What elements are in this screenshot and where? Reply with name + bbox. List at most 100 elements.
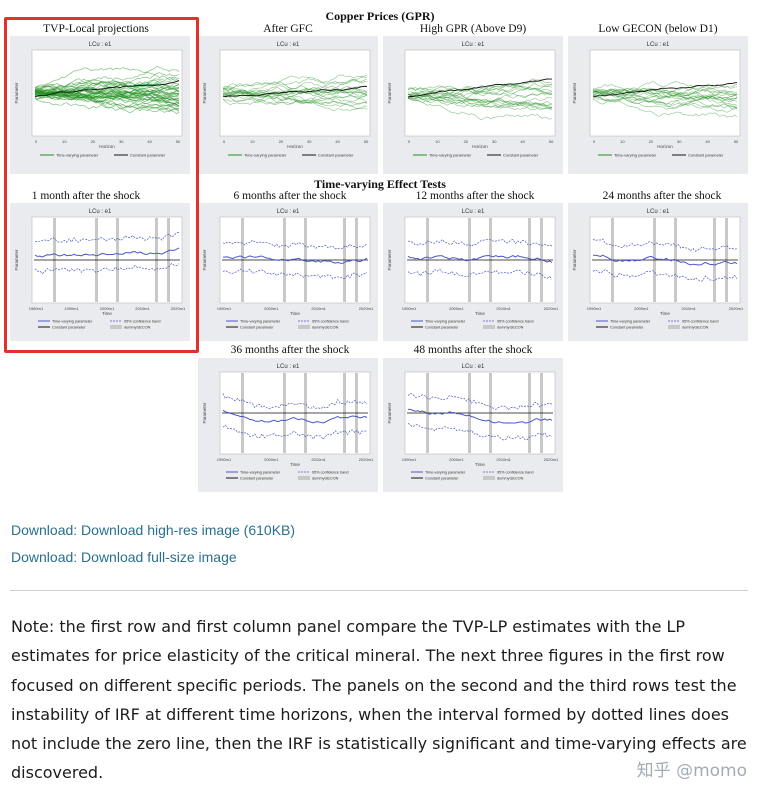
- tvp-series-line: [222, 94, 368, 112]
- tvp-series-line: [592, 93, 738, 118]
- tvp-series-line: [407, 90, 553, 108]
- inner-title: LCu : e1: [647, 209, 670, 215]
- legend-entry: Time-varying parameter: [425, 471, 466, 475]
- plot-area: [404, 49, 556, 137]
- x-axis-label: Time: [660, 311, 670, 316]
- download-fullsize-link[interactable]: Download: Download full-size image: [11, 549, 237, 565]
- lower-confidence-band: [407, 422, 553, 441]
- tvp-series-line: [34, 83, 180, 96]
- x-tick-label: 1990m1: [402, 306, 417, 311]
- x-tick-label: 2020m1: [544, 457, 559, 462]
- tvp-series-line: [407, 87, 553, 98]
- tvp-line: [222, 409, 368, 424]
- figure: Copper Prices (GPR) TVP-Local projection…: [4, 9, 748, 492]
- legend-entry: dummyGECON: [124, 326, 151, 330]
- tvp-series-line: [34, 83, 180, 97]
- tvp-series-line: [34, 80, 180, 90]
- panel-tvp-lp: LCu : e1 Parameter 0 10 20 30 40 50 Horizon Time-…: [10, 36, 190, 174]
- tvp-series-line: [592, 87, 738, 97]
- panel-12-months: LCu : e1 Parameter 1990m1 2000m1 2010m1 2020m…: [383, 203, 563, 341]
- legend-entry: Constant parameter: [240, 326, 274, 330]
- legend-entry: dummyGECON: [497, 477, 524, 481]
- inner-title: LCu : e1: [277, 209, 300, 215]
- tvp-series-line: [34, 91, 180, 105]
- constant-parameter-line: [222, 85, 368, 97]
- tvp-series-line: [592, 96, 738, 113]
- x-tick-label: 20: [649, 139, 654, 144]
- panel-low-gecon: LCu : e1 Parameter 0 10 20 30 40 50 Horizon Time-…: [568, 36, 748, 174]
- tvp-line: [407, 254, 553, 263]
- x-tick-label: 2010m1: [311, 457, 326, 462]
- x-tick-label: 2010m1: [496, 306, 511, 311]
- x-axis-label: Horizon: [472, 144, 488, 149]
- x-tick-label: 2020m1: [171, 306, 186, 311]
- tvp-series-line: [592, 90, 738, 109]
- tvp-series-line: [592, 89, 738, 101]
- legend-entry: dummyGECON: [312, 477, 339, 481]
- tvp-series-line: [34, 89, 180, 98]
- legend-entry: Constant parameter: [425, 326, 459, 330]
- x-tick-label: 1990m1: [217, 306, 232, 311]
- tvp-series-line: [34, 89, 180, 107]
- panel-title-after-gfc: After GFC: [263, 23, 313, 35]
- tvp-series-line: [592, 90, 738, 110]
- legend-entry: 95% confidence band: [124, 320, 161, 324]
- figure-note: Note: the first row and first column pan…: [11, 617, 747, 783]
- tvp-line: [592, 254, 738, 266]
- tvp-series-line: [407, 80, 553, 92]
- tvp-series-line: [407, 93, 553, 110]
- panel-title-48-months: 48 months after the shock: [413, 344, 533, 356]
- x-tick-label: 2010m1: [681, 306, 696, 311]
- legend-entry: Time-varying parameter: [52, 320, 93, 324]
- tvp-series-line: [592, 89, 738, 110]
- upper-confidence-band: [407, 393, 553, 411]
- tvp-series-line: [34, 85, 180, 96]
- y-axis-label: Parameter: [202, 249, 207, 271]
- x-tick-label: 20: [464, 139, 469, 144]
- constant-parameter-line: [34, 80, 180, 97]
- legend-entry: Constant parameter: [688, 153, 724, 158]
- x-tick-label: 2000m1: [449, 457, 464, 462]
- legend-entry: Time-varying parameter: [240, 320, 281, 324]
- tvp-series-line: [407, 97, 553, 109]
- tvp-series-line: [407, 87, 553, 103]
- x-axis-label: Time: [290, 311, 300, 316]
- tvp-series-line: [222, 95, 368, 110]
- x-tick-label: 30: [307, 139, 312, 144]
- x-tick-label: 2020m1: [544, 306, 559, 311]
- plot-area: [589, 49, 741, 137]
- tvp-series-line: [407, 95, 553, 111]
- tvp-series-line: [222, 88, 368, 104]
- panel-title-24-months: 24 months after the shock: [602, 190, 722, 202]
- legend-entry: dummyGECON: [312, 326, 339, 330]
- legend-entry: Time-varying parameter: [56, 153, 99, 158]
- legend-entry: Constant parameter: [610, 326, 644, 330]
- constant-parameter-line: [407, 78, 552, 98]
- y-axis-label: Parameter: [387, 402, 392, 424]
- y-axis-label: Parameter: [387, 249, 392, 271]
- y-axis-label: Parameter: [14, 82, 19, 104]
- panel-title-6-months: 6 months after the shock: [233, 190, 347, 202]
- panel-title-1-month: 1 month after the shock: [31, 190, 141, 202]
- y-axis-label: Parameter: [14, 249, 19, 271]
- x-tick-label: 2010m1: [135, 306, 150, 311]
- lower-confidence-band: [222, 424, 368, 440]
- tvp-series-line: [222, 94, 368, 105]
- legend-entry: Time-varying parameter: [429, 153, 472, 158]
- download-hires-link[interactable]: Download: Download high-res image (610KB…: [11, 522, 296, 538]
- x-tick-label: 50: [176, 139, 181, 144]
- inner-title: LCu : e1: [462, 364, 485, 370]
- legend-entry: Time-varying parameter: [240, 471, 281, 475]
- tvp-series-line: [592, 88, 738, 101]
- x-tick-label: 10: [620, 139, 625, 144]
- x-tick-label: 40: [335, 139, 340, 144]
- plot-area: [219, 49, 371, 137]
- x-tick-label: 2020m1: [729, 306, 744, 311]
- upper-confidence-band: [34, 231, 180, 243]
- tvp-series-line: [592, 95, 738, 108]
- panel-title-12-months: 12 months after the shock: [415, 190, 535, 202]
- x-axis-label: Time: [475, 462, 485, 467]
- legend-entry: 95% confidence band: [682, 320, 719, 324]
- tvp-series-line: [34, 92, 180, 108]
- legend-entry: Time-varying parameter: [244, 153, 287, 158]
